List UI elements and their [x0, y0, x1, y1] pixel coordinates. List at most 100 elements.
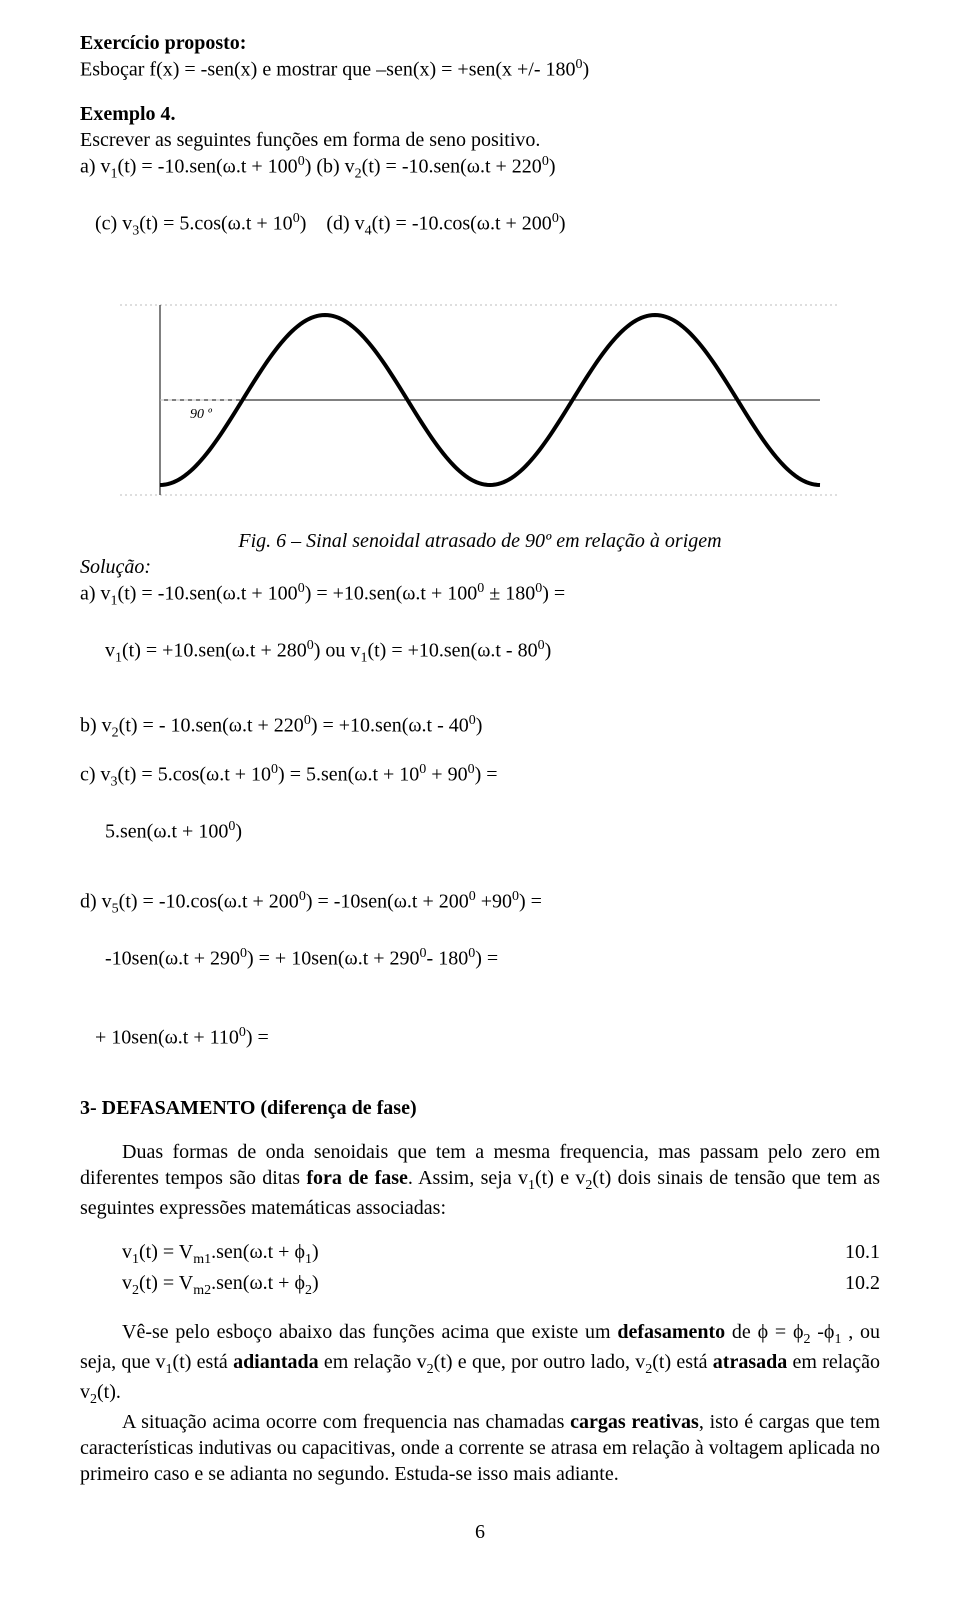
subscript: 2 — [427, 1362, 434, 1377]
superscript: 0 — [552, 211, 559, 226]
text: +90 — [476, 891, 512, 913]
text: ) (b) v — [305, 155, 355, 177]
text: b) v — [80, 715, 112, 737]
bold-text: defasamento — [617, 1321, 725, 1343]
text: v — [122, 1272, 132, 1294]
subscript: 2 — [132, 1283, 139, 1298]
text: (t) e que, por outro lado, v — [434, 1351, 646, 1373]
subscript: 5 — [112, 902, 119, 917]
solution-c-line1: c) v3(t) = 5.cos(ω.t + 100) = 5.sen(ω.t … — [80, 761, 880, 792]
text: (t) = -10.cos(ω.t + 200 — [372, 212, 552, 234]
text: de ϕ = ϕ — [725, 1321, 803, 1343]
superscript: 0 — [298, 154, 305, 169]
text: ) = + 10sen(ω.t + 290 — [247, 948, 420, 970]
bold-text: fora de fase — [306, 1167, 408, 1189]
text: (c) v — [80, 212, 132, 234]
body-paragraph-1: Duas formas de onda senoidais que tem a … — [80, 1139, 880, 1221]
text: a) v — [80, 155, 111, 177]
subscript: 1 — [111, 594, 118, 609]
subscript: 2 — [305, 1283, 312, 1298]
superscript: 0 — [298, 581, 305, 596]
superscript: 0 — [542, 154, 549, 169]
text: ± 180 — [484, 583, 535, 605]
example4-line-ab: a) v1(t) = -10.sen(ω.t + 1000) (b) v2(t)… — [80, 153, 880, 184]
exercise-text-tail: ) — [583, 59, 590, 81]
subscript: 2 — [90, 1392, 97, 1407]
text: A situação acima ocorre com frequencia n… — [122, 1411, 570, 1433]
subscript: 4 — [365, 223, 372, 238]
text: (t) = V — [139, 1241, 193, 1263]
superscript: 0 — [240, 946, 247, 961]
text: a) v — [80, 583, 111, 605]
solution-label: Solução: — [80, 554, 880, 580]
bold-text: cargas reativas — [570, 1411, 699, 1433]
solution-c-line2: 5.sen(ω.t + 1000) — [80, 792, 880, 871]
text: ) = — [246, 1027, 269, 1049]
subscript: 1 — [305, 1252, 312, 1267]
exercise-text: Esboçar f(x) = -sen(x) e mostrar que –se… — [80, 59, 576, 81]
superscript: 0 — [239, 1025, 246, 1040]
bold-text: adiantada — [233, 1351, 319, 1373]
text: (t) = +10.sen(ω.t - 80 — [367, 640, 537, 662]
text: (t) = +10.sen(ω.t + 280 — [122, 640, 307, 662]
superscript: 0 — [468, 762, 475, 777]
example4-text: Escrever as seguintes funções em forma d… — [80, 127, 880, 153]
example4-title: Exemplo 4. — [80, 101, 880, 127]
solution-a-line1: a) v1(t) = -10.sen(ω.t + 1000) = +10.sen… — [80, 580, 880, 611]
subscript: m1 — [193, 1252, 211, 1267]
superscript: 0 — [307, 638, 314, 653]
subscript: 1 — [115, 651, 122, 666]
solution-d-line3: + 10sen(ω.t + 1100) = — [80, 998, 880, 1077]
page-number: 6 — [80, 1521, 880, 1544]
solution-d-line1: d) v5(t) = -10.cos(ω.t + 2000) = -10sen(… — [80, 888, 880, 919]
equation-lhs: v2(t) = Vm2.sen(ω.t + ϕ2) — [122, 1270, 319, 1301]
text: (t) = -10.sen(ω.t + 220 — [362, 155, 542, 177]
text: (t) = V — [139, 1272, 193, 1294]
exercise-line: Esboçar f(x) = -sen(x) e mostrar que –se… — [80, 56, 880, 83]
superscript: 0 — [538, 638, 545, 653]
text: 5.sen(ω.t + 100 — [80, 820, 228, 842]
text: (t) está — [173, 1351, 234, 1373]
body-paragraph-2: Vê-se pelo esboço abaixo das funções aci… — [80, 1319, 880, 1410]
subscript: m2 — [193, 1283, 211, 1298]
superscript: 0 — [299, 889, 306, 904]
text: (t) = 5.cos(ω.t + 10 — [139, 212, 292, 234]
text: (t). — [97, 1381, 121, 1403]
superscript: 0 — [469, 713, 476, 728]
superscript: 0 — [304, 713, 311, 728]
document-page: Exercício proposto: Esboçar f(x) = -sen(… — [0, 0, 960, 1604]
text: ) (d) v — [300, 212, 365, 234]
text: ) — [235, 820, 242, 842]
text: .sen(ω.t + ϕ — [211, 1272, 305, 1294]
text: ) = — [475, 948, 498, 970]
superscript: 0 — [512, 889, 519, 904]
text: d) v — [80, 891, 112, 913]
equation-10-2: v2(t) = Vm2.sen(ω.t + ϕ2) 10.2 — [80, 1270, 880, 1301]
text: .sen(ω.t + ϕ — [211, 1241, 305, 1263]
text: v — [80, 640, 115, 662]
figure6-caption: Fig. 6 – Sinal senoidal atrasado de 90º … — [80, 528, 880, 554]
body-paragraph-3: A situação acima ocorre com frequencia n… — [80, 1409, 880, 1487]
text: ) — [549, 155, 556, 177]
equation-lhs: v1(t) = Vm1.sen(ω.t + ϕ1) — [122, 1239, 319, 1270]
sine-chart-svg: 90 º — [120, 290, 840, 510]
subscript: 1 — [111, 166, 118, 181]
text: + 10sen(ω.t + 110 — [80, 1027, 239, 1049]
sine-chart: 90 º — [120, 290, 840, 510]
text: -10sen(ω.t + 290 — [80, 948, 240, 970]
text: ) — [545, 640, 552, 662]
text: - 180 — [427, 948, 469, 970]
exercise-heading: Exercício proposto: — [80, 30, 880, 56]
text: ) = +10.sen(ω.t - 40 — [311, 715, 469, 737]
subscript: 1 — [528, 1178, 535, 1193]
text: ) ou v — [314, 640, 361, 662]
superscript: 0 — [293, 211, 300, 226]
superscript: 0 — [469, 889, 476, 904]
equation-number: 10.1 — [845, 1239, 880, 1270]
subscript: 1 — [132, 1252, 139, 1267]
text: ) — [312, 1241, 319, 1263]
solution-b: b) v2(t) = - 10.sen(ω.t + 2200) = +10.se… — [80, 712, 880, 743]
text: . Assim, seja v — [408, 1167, 528, 1189]
subscript: 2 — [355, 166, 362, 181]
text: (t) = 5.cos(ω.t + 10 — [118, 764, 271, 786]
